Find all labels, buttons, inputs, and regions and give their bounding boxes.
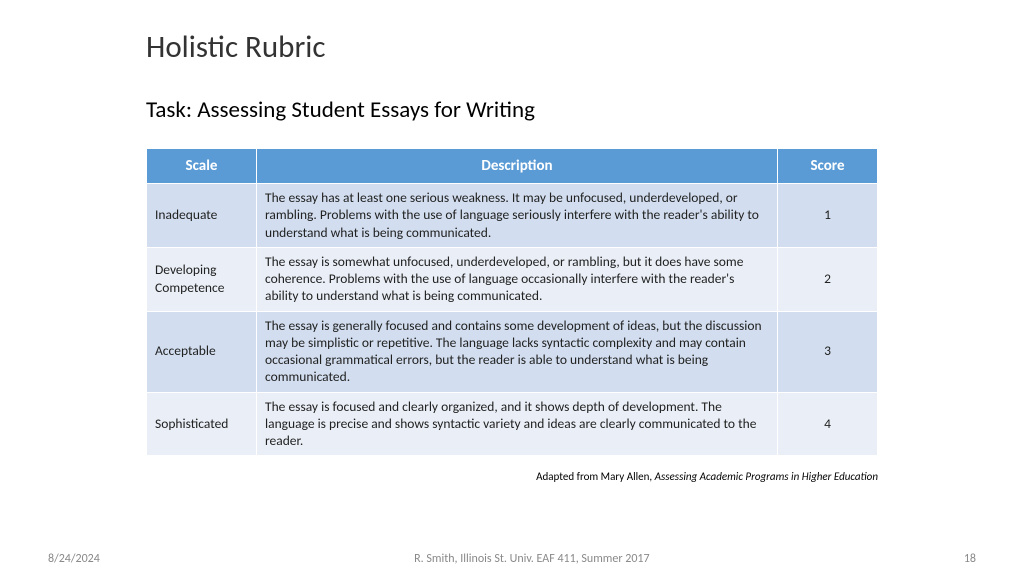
rubric-table: Scale Description Score Inadequate The e… bbox=[146, 148, 878, 456]
rubric-table-container: Scale Description Score Inadequate The e… bbox=[146, 148, 878, 456]
table-row: Acceptable The essay is generally focuse… bbox=[147, 311, 878, 392]
table-row: Developing Competence The essay is somew… bbox=[147, 247, 878, 311]
cell-description: The essay is generally focused and conta… bbox=[257, 311, 778, 392]
attribution-text: Adapted from Mary Allen, Assessing Acade… bbox=[0, 470, 878, 483]
cell-scale: Acceptable bbox=[147, 311, 257, 392]
cell-description: The essay has at least one serious weakn… bbox=[257, 184, 778, 248]
col-header-scale: Scale bbox=[147, 149, 257, 184]
slide-title: Holistic Rubric bbox=[146, 28, 1024, 66]
cell-score: 3 bbox=[778, 311, 878, 392]
slide-subtitle: Task: Assessing Student Essays for Writi… bbox=[146, 96, 1024, 124]
table-row: Inadequate The essay has at least one se… bbox=[147, 184, 878, 248]
slide: Holistic Rubric Task: Assessing Student … bbox=[0, 0, 1024, 576]
footer-page-number: 18 bbox=[964, 552, 976, 566]
cell-scale: Inadequate bbox=[147, 184, 257, 248]
footer-date: 8/24/2024 bbox=[48, 552, 100, 566]
attribution-source: Assessing Academic Programs in Higher Ed… bbox=[655, 470, 878, 483]
slide-footer: 8/24/2024 R. Smith, Illinois St. Univ. E… bbox=[0, 552, 1024, 566]
attribution-prefix: Adapted from Mary Allen, bbox=[536, 470, 654, 483]
cell-score: 1 bbox=[778, 184, 878, 248]
cell-scale: Developing Competence bbox=[147, 247, 257, 311]
table-row: Sophisticated The essay is focused and c… bbox=[147, 392, 878, 456]
cell-scale: Sophisticated bbox=[147, 392, 257, 456]
footer-author: R. Smith, Illinois St. Univ. EAF 411, Su… bbox=[100, 552, 964, 566]
cell-description: The essay is somewhat unfocused, underde… bbox=[257, 247, 778, 311]
table-header-row: Scale Description Score bbox=[147, 149, 878, 184]
cell-score: 4 bbox=[778, 392, 878, 456]
cell-description: The essay is focused and clearly organiz… bbox=[257, 392, 778, 456]
col-header-description: Description bbox=[257, 149, 778, 184]
col-header-score: Score bbox=[778, 149, 878, 184]
cell-score: 2 bbox=[778, 247, 878, 311]
